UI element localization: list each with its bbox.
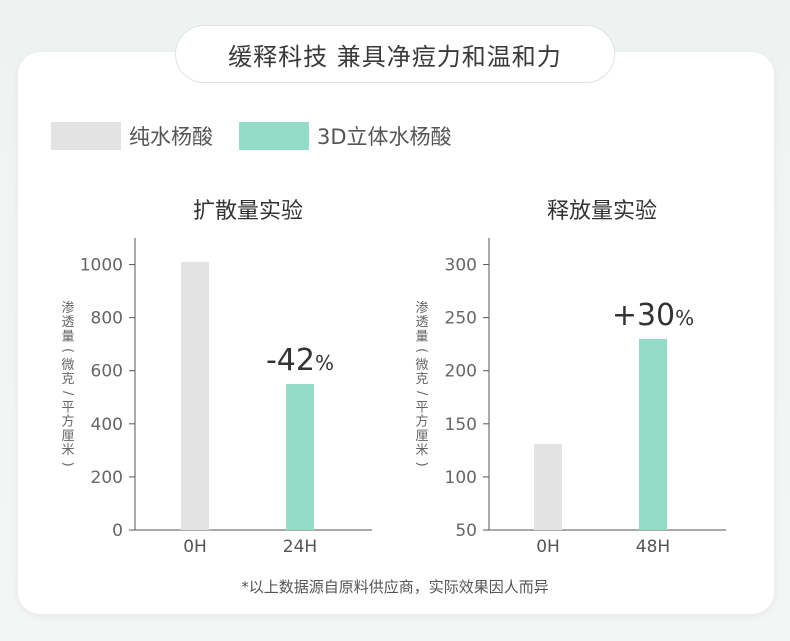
footnote: *以上数据源自原料供应商，实际效果因人而异 bbox=[241, 578, 549, 596]
page-title: 缓释科技 兼具净痘力和温和力 bbox=[175, 25, 615, 83]
release-y-tick-label: 100 bbox=[445, 468, 477, 488]
legend-label-pure: 纯水杨酸 bbox=[129, 125, 213, 149]
release-y-label-char: 渗 bbox=[415, 301, 428, 316]
diffusion-annotation-unit: % bbox=[315, 351, 334, 375]
release-annotation: +30% bbox=[612, 298, 694, 333]
diffusion-annotation-value: -42 bbox=[266, 343, 315, 378]
release-y-label-char: 透 bbox=[415, 315, 428, 330]
release-y-label-char: 量 bbox=[415, 329, 428, 344]
release-y-tick-label: 50 bbox=[455, 521, 477, 541]
diffusion-y-label-char: 渗 bbox=[61, 301, 74, 316]
chart-title-diffusion: 扩散量实验 bbox=[192, 199, 303, 224]
release-y-label-char: 厘 bbox=[415, 429, 428, 444]
diffusion-y-label-char: 方 bbox=[61, 414, 74, 430]
release-y-tick-label: 150 bbox=[445, 415, 477, 435]
release-bar-0h bbox=[534, 443, 562, 530]
release-y-label-char: 米 bbox=[415, 443, 428, 458]
diffusion-y-label-char: 量 bbox=[61, 329, 74, 344]
diffusion-y-label-char: 透 bbox=[61, 315, 74, 330]
legend-item-3d: 3D立体水杨酸 bbox=[239, 121, 452, 151]
diffusion-x-tick-label: 24H bbox=[283, 537, 317, 557]
diffusion-y-label-char: ) bbox=[60, 462, 75, 467]
legend: 纯水杨酸 3D立体水杨酸 bbox=[51, 121, 478, 151]
release-y-tick-label: 250 bbox=[445, 309, 477, 329]
diffusion-y-label-char: ( bbox=[60, 348, 75, 353]
diffusion-y-label-char: 厘 bbox=[61, 429, 74, 444]
diffusion-y-label-char: 米 bbox=[61, 443, 74, 458]
release-y-label-char: 方 bbox=[415, 414, 428, 430]
diffusion-y-tick-label: 600 bbox=[91, 362, 123, 382]
release-annotation-unit: % bbox=[675, 306, 694, 330]
legend-swatch-pure bbox=[51, 122, 121, 150]
release-x-tick-label: 48H bbox=[636, 537, 670, 557]
release-y-label-char: 平 bbox=[415, 400, 428, 415]
diffusion-y-label-char: 平 bbox=[61, 400, 74, 415]
diffusion-y-label-char: 克 bbox=[61, 372, 74, 387]
diffusion-y-label-char: / bbox=[60, 391, 75, 396]
release-y-label-char: 克 bbox=[415, 372, 428, 387]
release-x-tick-label: 0H bbox=[536, 537, 560, 557]
diffusion-bar-24h bbox=[286, 384, 314, 530]
release-y-tick-label: 300 bbox=[445, 256, 477, 276]
diffusion-y-tick-label: 400 bbox=[91, 415, 123, 435]
diffusion-annotation: -42% bbox=[266, 343, 334, 378]
release-y-label-char: ( bbox=[414, 348, 429, 353]
legend-item-pure: 纯水杨酸 bbox=[51, 121, 213, 151]
page-title-text: 缓释科技 兼具净痘力和温和力 bbox=[228, 42, 562, 71]
diffusion-bar-0h bbox=[181, 261, 209, 530]
release-bar-48h bbox=[639, 338, 667, 530]
diffusion-y-tick-label: 200 bbox=[91, 468, 123, 488]
diffusion-y-tick-label: 800 bbox=[91, 309, 123, 329]
release-y-tick-label: 200 bbox=[445, 362, 477, 382]
release-annotation-value: +30 bbox=[612, 298, 675, 333]
chart-title-release: 释放量实验 bbox=[546, 199, 657, 224]
release-y-label-char: 微 bbox=[415, 358, 428, 373]
diffusion-y-tick-label: 0 bbox=[112, 521, 123, 541]
legend-swatch-3d bbox=[239, 122, 309, 150]
diffusion-y-tick-label: 1000 bbox=[80, 256, 123, 276]
release-y-label-char: / bbox=[414, 391, 429, 396]
legend-label-3d: 3D立体水杨酸 bbox=[317, 125, 452, 149]
release-y-label-char: ) bbox=[414, 462, 429, 467]
diffusion-x-tick-label: 0H bbox=[183, 537, 207, 557]
diffusion-y-label-char: 微 bbox=[61, 358, 74, 373]
